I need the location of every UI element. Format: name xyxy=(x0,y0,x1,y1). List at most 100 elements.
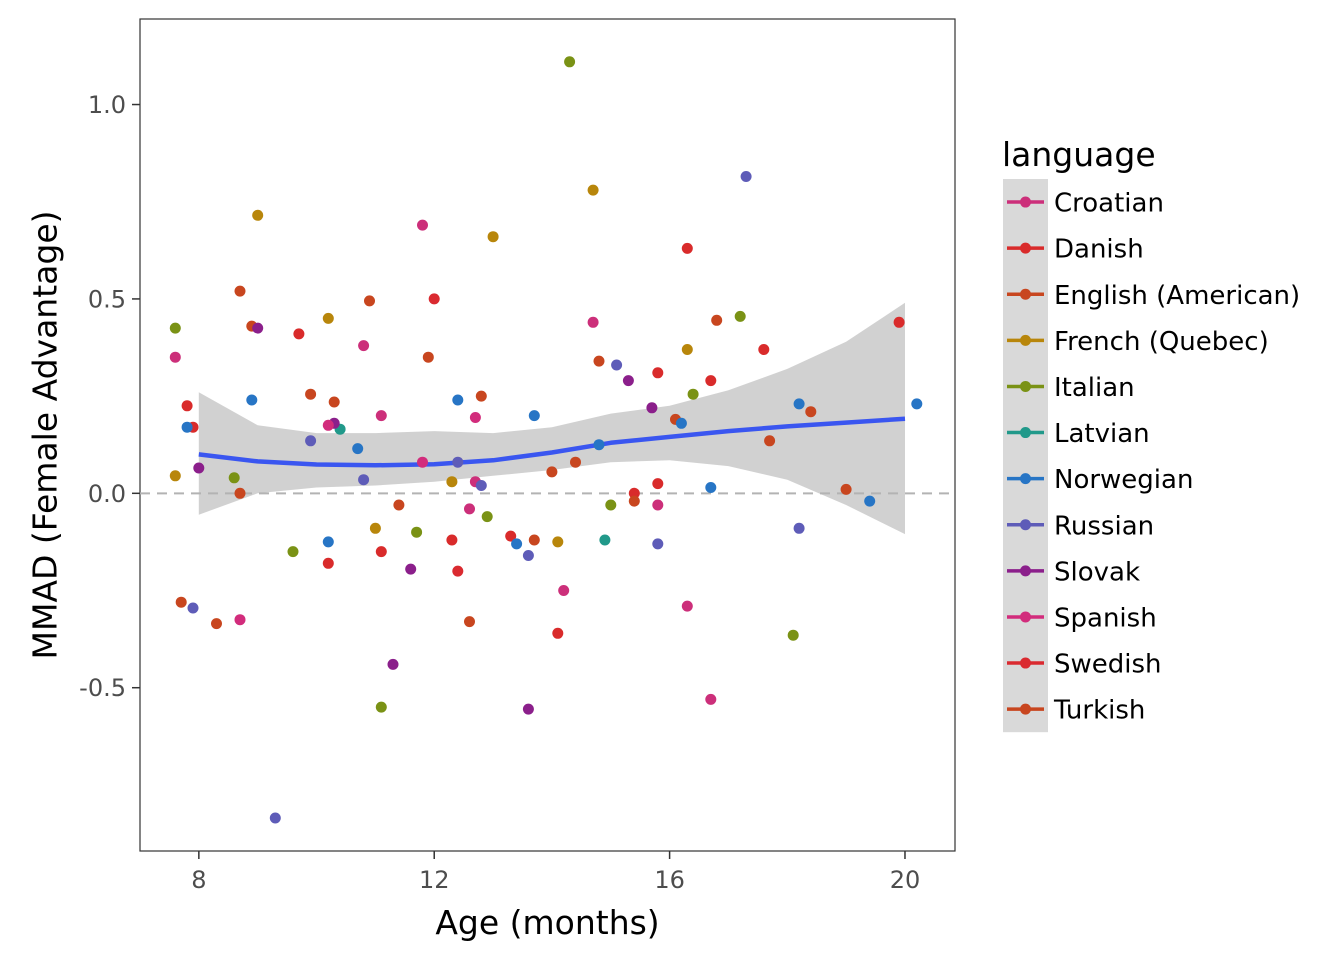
point-french-quebec xyxy=(446,476,458,488)
point-english-american xyxy=(234,285,246,297)
point-danish xyxy=(322,557,334,569)
point-english-american xyxy=(593,355,605,367)
point-turkish xyxy=(840,483,852,495)
y-tick-label: 0.0 xyxy=(88,480,126,508)
point-danish xyxy=(446,534,458,546)
legend-item-russian: Russian xyxy=(1007,511,1154,541)
x-axis-title: Age (months) xyxy=(435,903,659,942)
point-slovak xyxy=(646,402,658,414)
legend-item-english-american: English (American) xyxy=(1007,281,1300,311)
point-russian xyxy=(452,456,464,468)
point-english-american xyxy=(628,495,640,507)
legend-key-point xyxy=(1020,657,1031,669)
legend-label: Slovak xyxy=(1054,557,1140,587)
point-danish xyxy=(293,328,305,340)
legend-item-danish: Danish xyxy=(1007,235,1144,265)
point-russian xyxy=(652,538,664,550)
point-swedish xyxy=(452,565,464,577)
legend-label: Russian xyxy=(1054,511,1154,541)
legend-key-point xyxy=(1020,473,1031,485)
point-croatian xyxy=(558,585,570,596)
point-french-quebec xyxy=(587,184,599,196)
point-russian xyxy=(187,602,199,614)
point-slovak xyxy=(387,658,399,670)
point-norwegian xyxy=(675,417,687,429)
point-french-quebec xyxy=(369,522,381,534)
point-danish xyxy=(705,375,717,387)
point-norwegian xyxy=(793,398,805,410)
y-tick-label: 1.0 xyxy=(88,91,126,119)
y-tick-label: 0.5 xyxy=(88,285,126,313)
point-english-american xyxy=(711,314,723,326)
y-axis-title: MMAD (Female Advantage) xyxy=(26,211,65,660)
point-russian xyxy=(269,812,281,824)
point-slovak xyxy=(252,322,264,334)
legend-key-point xyxy=(1020,288,1031,300)
legend-item-turkish: Turkish xyxy=(1007,696,1145,726)
legend-item-italian: Italian xyxy=(1007,373,1135,403)
legend-title: language xyxy=(1002,135,1156,174)
point-italian xyxy=(411,526,423,538)
point-russian xyxy=(475,480,487,491)
legend-key-point xyxy=(1020,242,1031,254)
legend-key-point xyxy=(1020,703,1031,715)
legend-key-point xyxy=(1020,519,1031,531)
point-norwegian xyxy=(246,394,258,406)
point-french-quebec xyxy=(252,209,264,221)
point-english-american xyxy=(393,499,405,511)
point-italian xyxy=(481,511,493,523)
x-tick-label: 12 xyxy=(419,866,450,894)
legend-label: Swedish xyxy=(1054,650,1162,680)
point-slovak xyxy=(405,563,417,575)
point-danish xyxy=(652,367,664,379)
point-norwegian xyxy=(911,398,923,410)
legend-items: Croatian Danish English (American) French (… xyxy=(1007,189,1300,726)
point-danish xyxy=(552,627,564,639)
point-danish xyxy=(758,344,770,355)
point-danish xyxy=(652,478,664,490)
point-italian xyxy=(787,629,799,641)
legend-label: French (Quebec) xyxy=(1054,327,1269,357)
legend-item-slovak: Slovak xyxy=(1007,557,1140,587)
legend-key-point xyxy=(1020,427,1031,439)
legend-label: English (American) xyxy=(1054,281,1300,311)
point-danish xyxy=(893,316,905,328)
legend-item-swedish: Swedish xyxy=(1007,650,1162,680)
point-english-american xyxy=(328,396,340,408)
point-norwegian xyxy=(528,410,540,422)
point-croatian xyxy=(681,600,693,612)
confidence-band-layer xyxy=(198,302,906,535)
legend-key-point xyxy=(1020,196,1031,208)
legend: language Croatian Danish English (American… xyxy=(1002,135,1300,733)
point-turkish xyxy=(234,487,246,499)
point-croatian xyxy=(652,499,664,511)
point-italian xyxy=(687,388,699,400)
point-slovak xyxy=(522,703,534,715)
point-english-american xyxy=(475,390,487,402)
point-english-american xyxy=(546,466,558,478)
x-tick-label: 8 xyxy=(191,866,206,894)
point-russian xyxy=(358,474,370,486)
point-turkish xyxy=(305,388,317,400)
point-french-quebec xyxy=(552,536,564,548)
point-spanish xyxy=(469,412,481,423)
point-norwegian xyxy=(452,394,464,406)
point-french-quebec xyxy=(681,344,693,355)
point-italian xyxy=(375,701,387,713)
legend-key-background xyxy=(1003,179,1048,733)
confidence-band xyxy=(198,302,906,535)
point-norwegian xyxy=(593,439,605,451)
legend-label: Norwegian xyxy=(1054,465,1193,495)
point-croatian xyxy=(375,410,387,422)
point-danish xyxy=(628,487,640,499)
point-croatian xyxy=(358,340,370,352)
legend-label: Latvian xyxy=(1054,419,1150,449)
point-english-american xyxy=(364,295,375,307)
point-french-quebec xyxy=(169,470,181,482)
point-italian xyxy=(605,499,617,511)
point-english-american xyxy=(211,618,222,630)
point-croatian xyxy=(464,503,475,515)
point-croatian xyxy=(705,693,717,705)
point-french-quebec xyxy=(322,312,334,324)
point-norwegian xyxy=(181,421,193,433)
